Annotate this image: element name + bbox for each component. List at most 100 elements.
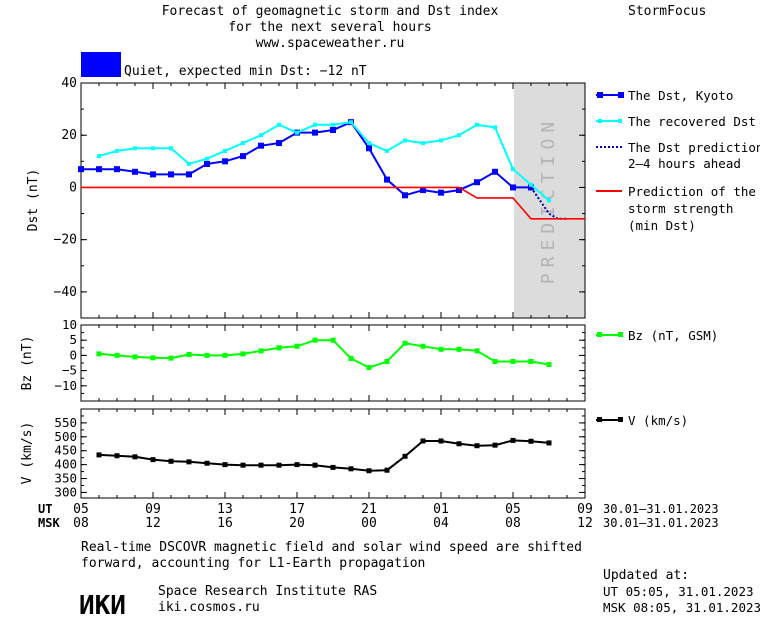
data-point [475,122,479,127]
data-point [276,140,282,147]
footer-note-line1: Real-time DSCOVR magnetic field and sola… [81,540,582,555]
data-point [348,466,354,472]
data-point [367,141,371,146]
data-point [421,141,425,146]
dst-axis: 40 20 0 −20 −40 [54,76,586,319]
data-point [402,453,408,459]
data-point [439,138,443,143]
data-point [546,440,552,446]
data-point [187,161,191,166]
y-tick-label: 400 [54,457,77,472]
data-point [204,460,210,466]
data-point [240,351,246,357]
data-point [96,351,102,357]
ut-tick-label: 17 [289,502,305,517]
msk-tick-label: 00 [361,516,377,531]
data-point [366,365,372,371]
data-point [312,129,318,136]
data-point [402,340,408,346]
y-tick-label: 5 [69,332,77,347]
y-tick-label: 0 [69,180,77,195]
data-point [276,345,282,351]
data-point [258,462,264,468]
data-point [510,437,516,443]
ut-date-range: 30.01–31.01.2023 [603,502,719,516]
data-point [510,184,516,191]
data-point [295,130,299,135]
data-point [511,167,515,172]
ut-tick-label: 05 [505,502,521,517]
data-point [385,148,389,153]
y-tick-label: −20 [54,233,77,248]
data-point [168,355,174,361]
data-point [438,346,444,352]
data-point [168,171,174,178]
v-panel-frame [80,408,586,499]
legend-dst-prediction-line1: The Dst prediction [628,140,760,155]
legend-dst-prediction: The Dst prediction 2–4 hours ahead [596,140,760,171]
data-point [114,166,120,173]
data-point [186,459,192,465]
legend-v: V (km/s) [596,413,688,428]
ut-tick-label: 05 [73,502,89,517]
data-point [240,462,246,468]
site-url: www.spaceweather.ru [255,36,405,51]
data-point [528,358,534,364]
ut-tick-label: 13 [217,502,233,517]
data-point [241,141,245,146]
data-point [222,462,228,468]
ut-tick-label: 09 [577,502,593,517]
updated-label: Updated at: [603,568,690,583]
legend-storm-line2: storm strength [628,201,733,216]
data-point [547,198,551,203]
data-point [205,156,209,161]
data-point [510,358,516,364]
legend-dst-recovered: The recovered Dst [596,114,756,129]
data-point [474,443,480,449]
data-point [330,464,336,470]
msk-tick-label: 20 [289,516,305,531]
data-point [312,337,318,343]
data-point [493,125,497,130]
data-point [222,158,228,165]
data-point [240,153,246,160]
bz-panel-frame [80,324,586,402]
data-point [528,438,534,444]
bz-series-layer [96,337,552,371]
data-point [492,442,498,448]
data-point [258,142,264,149]
ut-label: UT [38,502,52,516]
y-tick-label: 350 [54,471,77,486]
data-point [169,146,173,151]
data-point [276,462,282,468]
legend-dst-prediction-line2: 2–4 hours ahead [628,156,741,171]
data-point [132,168,138,175]
legend-storm-line1: Prediction of the [628,184,756,199]
y-tick-label: 500 [54,429,77,444]
data-point [312,462,318,468]
msk-tick-label: 08 [505,516,521,531]
institute-site: iki.cosmos.ru [158,600,260,615]
data-point [223,148,227,153]
data-point [259,133,263,138]
data-point [150,457,156,463]
bz-axis-label: Bz (nT) [20,336,35,391]
data-point [420,343,426,349]
data-point [438,438,444,444]
data-point [186,351,192,357]
v-series-layer [96,437,552,474]
footer-note-line2: forward, accounting for L1-Earth propaga… [81,556,426,571]
y-tick-label: 20 [61,128,77,143]
msk-tick-label: 16 [217,516,233,531]
series-line [81,186,585,220]
data-point [330,337,336,343]
ut-tick-label: 01 [433,502,449,517]
data-point [96,452,102,458]
msk-date-range: 30.01–31.01.2023 [603,516,719,530]
msk-tick-label: 12 [145,516,161,531]
legend-dst-recovered-label: The recovered Dst [628,114,756,129]
data-point [114,453,120,459]
legend-storm-strength: Prediction of the storm strength (min Ds… [596,184,756,233]
